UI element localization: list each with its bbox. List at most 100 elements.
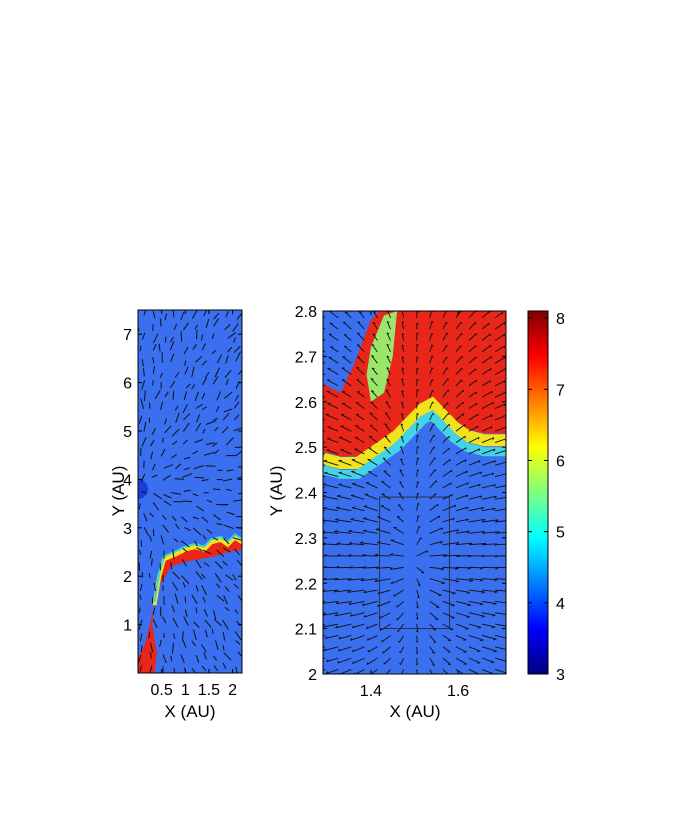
left-ytick-label: 6 bbox=[123, 376, 132, 393]
colorbar: 3 4 5 6 7 8 bbox=[527, 310, 565, 684]
right-velocity-arrow bbox=[356, 344, 365, 353]
left-velocity-arrow bbox=[171, 581, 179, 592]
right-velocity-arrow bbox=[396, 516, 404, 523]
left-velocity-arrow bbox=[234, 548, 240, 556]
right-velocity-arrow bbox=[429, 355, 433, 364]
right-velocity-arrow bbox=[468, 413, 479, 421]
right-velocity-arrowhead bbox=[385, 401, 389, 403]
left-velocity-arrow bbox=[191, 384, 196, 390]
right-velocity-arrowhead bbox=[351, 506, 356, 509]
right-velocity-arrowhead bbox=[357, 332, 361, 335]
right-velocity-arrow bbox=[399, 646, 405, 654]
right-velocity-arrow bbox=[481, 484, 496, 489]
left-velocity-arrow bbox=[182, 322, 190, 331]
left-velocity-arrow bbox=[180, 540, 190, 548]
right-velocity-arrow bbox=[455, 635, 467, 641]
right-velocity-arrowhead bbox=[372, 322, 376, 324]
left-velocity-arrow bbox=[226, 511, 235, 516]
right-velocity-arrowhead bbox=[417, 446, 420, 449]
right-velocity-arrowhead bbox=[401, 356, 405, 359]
left-velocity-arrow bbox=[184, 360, 187, 366]
left-velocity-arrow bbox=[139, 345, 142, 352]
right-velocity-arrow bbox=[328, 333, 339, 341]
right-velocity-arrow bbox=[350, 612, 365, 617]
right-velocity-arrow bbox=[429, 669, 433, 674]
right-velocity-arrow bbox=[468, 402, 478, 409]
right-velocity-arrow bbox=[429, 311, 433, 318]
colorbar-tick-label: 6 bbox=[556, 453, 565, 470]
right-velocity-arrow bbox=[416, 481, 418, 489]
left-velocity-arrow bbox=[234, 631, 242, 641]
right-velocity-arrowhead bbox=[452, 592, 456, 595]
right-velocity-arrow bbox=[455, 321, 462, 330]
right-velocity-arrow bbox=[323, 531, 339, 534]
right-velocity-arrowhead bbox=[507, 651, 510, 652]
left-velocity-arrow bbox=[202, 428, 206, 434]
left-velocity-arrow bbox=[170, 336, 174, 343]
right-ytick-label: 2.4 bbox=[295, 486, 317, 503]
left-velocity-arrow bbox=[152, 619, 158, 628]
left-velocity-arrow bbox=[204, 371, 210, 379]
right-velocity-arrow bbox=[455, 482, 469, 489]
left-velocity-arrow bbox=[237, 369, 242, 375]
right-velocity-arrowhead bbox=[416, 596, 420, 599]
right-velocity-arrow bbox=[494, 356, 506, 364]
right-velocity-arrow bbox=[384, 657, 391, 665]
left-velocity-arrow bbox=[138, 607, 141, 613]
right-velocity-arrowhead bbox=[466, 592, 471, 594]
right-velocity-arrow bbox=[468, 589, 485, 593]
right-velocity-arrowhead bbox=[323, 494, 326, 497]
right-velocity-arrowhead bbox=[490, 414, 493, 418]
left-velocity-arrow bbox=[235, 640, 241, 645]
left-velocity-arrow bbox=[232, 574, 237, 581]
left-heatmap-background bbox=[138, 310, 242, 673]
right-velocity-arrowhead bbox=[466, 506, 469, 510]
right-velocity-arrowhead bbox=[491, 391, 493, 394]
left-velocity-arrow bbox=[195, 403, 203, 409]
left-shock-front-edge-cyan bbox=[153, 533, 242, 603]
right-velocity-arrowhead bbox=[351, 494, 355, 496]
right-velocity-arrowhead bbox=[505, 662, 506, 663]
left-velocity-arrow bbox=[225, 311, 229, 318]
left-velocity-arrow bbox=[143, 390, 146, 401]
left-velocity-arrow bbox=[214, 573, 222, 583]
right-velocity-arrowhead bbox=[323, 612, 327, 616]
left-velocity-arrow bbox=[150, 439, 155, 447]
left-velocity-arrow bbox=[204, 619, 212, 628]
right-velocity-arrow bbox=[442, 529, 459, 534]
right-velocity-arrowhead bbox=[450, 482, 452, 485]
right-velocity-arrow bbox=[442, 554, 461, 557]
right-velocity-arrow bbox=[326, 390, 339, 398]
left-velocity-arrow bbox=[160, 401, 164, 410]
right-velocity-arrowhead bbox=[358, 311, 362, 313]
right-velocity-arrow bbox=[377, 589, 391, 595]
right-velocity-arrowhead bbox=[311, 519, 314, 520]
right-velocity-arrow bbox=[468, 483, 481, 489]
right-velocity-arrowhead bbox=[362, 565, 366, 569]
right-velocity-arrow bbox=[416, 612, 419, 620]
right-velocity-arrowhead bbox=[416, 675, 418, 676]
right-velocity-arrow bbox=[369, 412, 378, 421]
right-velocity-arrowhead bbox=[479, 579, 484, 582]
colorbar-gradient bbox=[527, 310, 549, 675]
right-velocity-arrow bbox=[323, 338, 326, 341]
right-velocity-arrow bbox=[401, 390, 405, 398]
right-velocity-arrowhead bbox=[466, 616, 470, 618]
right-velocity-arrow bbox=[327, 426, 339, 432]
left-velocity-arrow bbox=[172, 310, 175, 318]
left-velocity-arrow bbox=[206, 528, 213, 534]
right-velocity-arrow bbox=[398, 492, 404, 500]
right-velocity-arrowhead bbox=[446, 345, 448, 348]
right-velocity-arrow bbox=[429, 578, 446, 584]
right-velocity-arrowhead bbox=[389, 553, 394, 556]
right-velocity-arrowhead bbox=[431, 379, 434, 382]
left-velocity-arrow bbox=[225, 378, 229, 386]
right-velocity-arrowhead bbox=[348, 529, 352, 532]
left-velocity-arrow bbox=[162, 437, 164, 443]
right-velocity-arrow bbox=[468, 543, 487, 546]
left-velocity-arrow bbox=[203, 608, 208, 617]
right-velocity-arrowhead bbox=[389, 567, 393, 570]
left-velocity-arrow bbox=[222, 478, 233, 482]
right-velocity-arrow bbox=[354, 448, 365, 455]
right-velocity-arrow bbox=[383, 446, 391, 455]
